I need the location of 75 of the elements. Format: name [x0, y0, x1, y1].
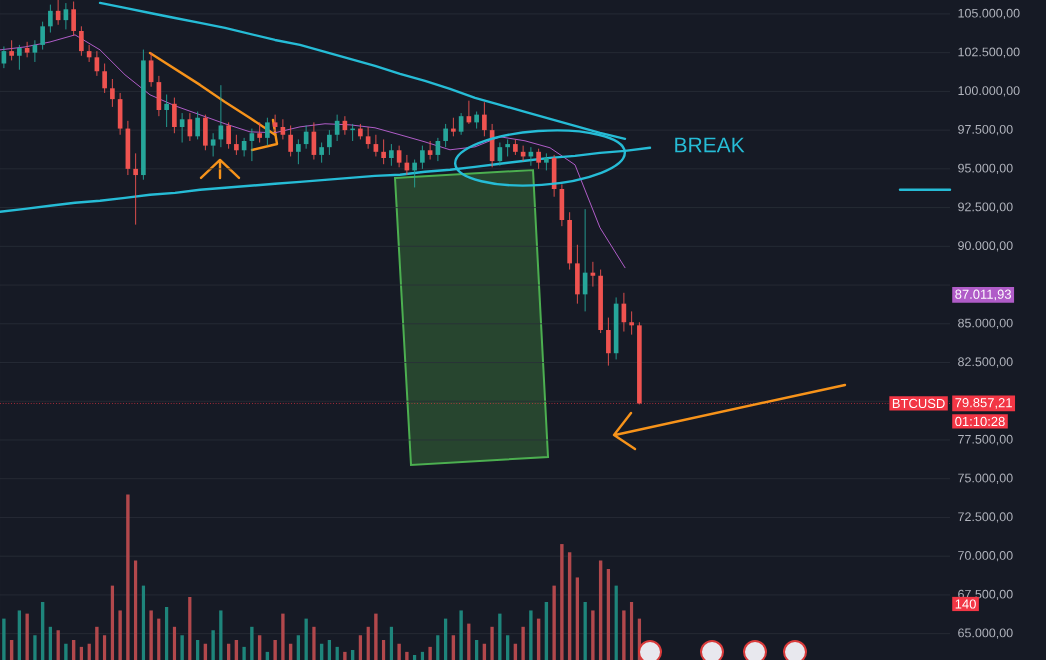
candlestick	[381, 138, 386, 165]
y-tick-label: 72.500,00	[958, 512, 1013, 523]
bar	[149, 610, 153, 660]
ref-line-label: 79.857,21	[955, 398, 1012, 409]
candlestick	[234, 134, 239, 156]
candlestick	[629, 310, 634, 336]
candlestick	[327, 129, 332, 156]
candlestick	[257, 121, 262, 143]
y-tick-label: 92.500,00	[958, 202, 1013, 213]
candlestick	[17, 44, 22, 71]
y-tick-label: 82.500,00	[958, 357, 1013, 368]
candlestick	[24, 41, 30, 58]
candlestick	[210, 132, 216, 157]
candlestick	[396, 145, 402, 168]
candlestick	[389, 143, 394, 167]
candlestick	[71, 1, 76, 37]
bar	[180, 635, 184, 660]
candlestick	[296, 138, 301, 165]
candlestick	[319, 142, 324, 164]
candlestick	[79, 25, 84, 57]
y-tick-label: 100.000,00	[958, 86, 1020, 97]
candlestick	[420, 145, 425, 170]
candlestick	[164, 94, 169, 128]
candlestick	[48, 4, 53, 33]
candlestick	[9, 39, 14, 61]
y-tick-label: 85.000,00	[958, 318, 1013, 329]
y-tick-label: 90.000,00	[958, 241, 1013, 252]
candlestick	[265, 117, 270, 147]
candlestick	[536, 148, 541, 170]
y-tick-label: 70.000,00	[958, 551, 1013, 562]
text: 01:10:28	[955, 416, 1005, 427]
candlestick	[505, 138, 510, 157]
bar	[374, 613, 378, 660]
bar	[343, 651, 347, 660]
candlestick	[102, 63, 107, 94]
bar	[95, 626, 99, 660]
annotation: BREAK	[675, 137, 745, 153]
candlestick	[172, 97, 177, 134]
candlestick	[288, 125, 293, 157]
bar	[64, 643, 68, 660]
bar	[459, 610, 463, 660]
line-series	[0, 34, 626, 269]
y-tick-label: 75.000,00	[958, 473, 1013, 484]
y-tick-label: 67.500,00	[958, 589, 1013, 601]
candlestick	[443, 123, 448, 148]
bar	[428, 646, 432, 660]
bar	[405, 651, 409, 660]
candlestick	[412, 159, 417, 188]
y-tick-label: 102.500,00	[958, 47, 1020, 58]
annotation: BTCUSD	[892, 398, 945, 409]
bar	[126, 494, 130, 660]
candlestick	[606, 317, 611, 367]
y-tick-label: 97.500,00	[958, 124, 1013, 136]
bar	[397, 643, 401, 660]
candlestick	[272, 114, 278, 133]
candlestick	[110, 78, 115, 108]
candlestick	[226, 121, 231, 150]
candlestick	[427, 140, 433, 161]
candlestick	[1, 46, 7, 69]
candlestick	[195, 111, 200, 140]
bar	[622, 610, 626, 660]
bar	[560, 544, 564, 660]
text: 140	[955, 599, 976, 609]
bar	[118, 610, 122, 660]
y-tick-label: 105.000,00	[958, 8, 1020, 20]
y-tick-label: 95.000,00	[958, 163, 1013, 175]
bar	[211, 630, 215, 660]
candlestick	[482, 101, 487, 137]
candlestick	[451, 117, 456, 137]
bar	[591, 610, 595, 660]
text: 87.011,93	[955, 289, 1011, 301]
y-tick-label: 77.500,00	[958, 434, 1013, 446]
y-tick-label: 65.000,00	[958, 628, 1013, 639]
candlestick	[40, 21, 45, 51]
candlestick	[133, 152, 138, 226]
